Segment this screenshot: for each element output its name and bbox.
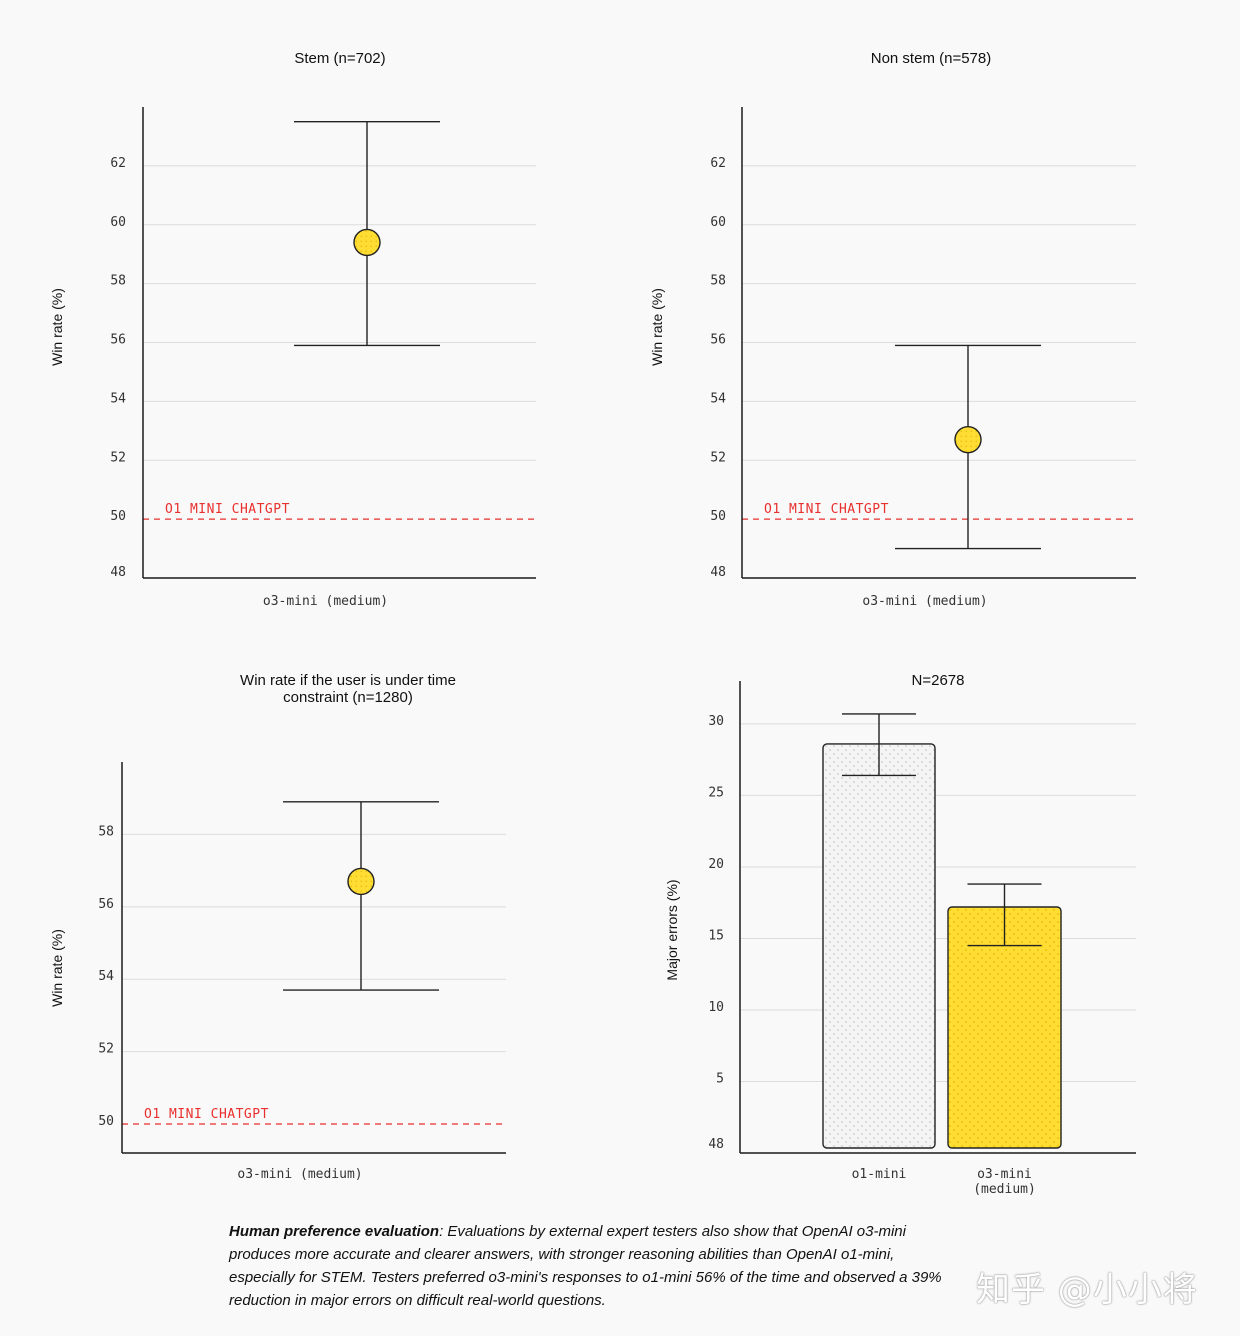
y-tick-label: 54	[710, 391, 726, 406]
charts-figure: Stem (n=702) Win rate (%) 48 50 52 54 56 58 60 62…	[49, 50, 1136, 1197]
y-axis-label: Win rate (%)	[49, 929, 65, 1007]
x-category-label: o3-mini (medium)	[263, 594, 388, 609]
chart-title: N=2678	[912, 672, 965, 689]
x-category-label: o3-mini (medium)	[862, 594, 987, 609]
major-errors-bar-chart: N=2678 Major errors (%) 48 5 10 15 20 25 30 o1-mi…	[664, 672, 1136, 1197]
y-tick-label: 30	[708, 714, 724, 729]
y-tick-label: 54	[110, 391, 126, 406]
y-tick-label: 54	[98, 969, 114, 984]
y-tick-label: 58	[98, 824, 114, 839]
x-category-label: o3-mini (medium)	[237, 1167, 362, 1182]
y-tick-label: 52	[110, 450, 126, 465]
y-axis-label: Win rate (%)	[49, 288, 65, 366]
y-tick-label: 48	[710, 565, 726, 580]
chart-title: Non stem (n=578)	[871, 50, 991, 67]
y-axis-label: Win rate (%)	[649, 288, 665, 366]
y-tick-label: 5	[716, 1071, 724, 1086]
time-constraint-win-rate-chart: Win rate if the user is under timeconstr…	[49, 672, 506, 1182]
y-tick-label: 60	[110, 215, 126, 230]
y-tick-label: 50	[98, 1114, 114, 1129]
baseline-label: O1 MINI CHATGPT	[165, 502, 290, 517]
zhihu-watermark: 知乎 @小小将	[976, 1270, 1198, 1310]
y-tick-label: 50	[110, 509, 126, 524]
chart-title-line: Win rate if the user is under time	[240, 672, 456, 689]
y-tick-label: 20	[708, 857, 724, 872]
y-tick-label: 48	[708, 1137, 724, 1152]
y-tick-label: 58	[710, 274, 726, 289]
y-tick-label: 52	[710, 450, 726, 465]
chart-title: Stem (n=702)	[294, 50, 385, 67]
y-tick-label: 56	[98, 897, 114, 912]
x-category-label: o1-mini	[852, 1167, 907, 1182]
y-tick-label: 25	[708, 785, 724, 800]
y-axis-label: Major errors (%)	[664, 879, 680, 980]
y-tick-label: 60	[710, 215, 726, 230]
y-tick-label: 58	[110, 274, 126, 289]
y-tick-label: 15	[708, 928, 724, 943]
y-tick-label: 62	[110, 156, 126, 171]
y-tick-label: 56	[110, 333, 126, 348]
figure-caption: Human preference evaluation: Evaluations…	[229, 1220, 959, 1312]
caption-text: : Evaluations by external expert testers…	[229, 1223, 942, 1309]
data-point	[954, 425, 982, 454]
stem-win-rate-chart: Stem (n=702) Win rate (%) 48 50 52 54 56 58 60 62…	[49, 50, 536, 609]
y-tick-label: 56	[710, 333, 726, 348]
data-point	[347, 867, 375, 896]
baseline-label: O1 MINI CHATGPT	[144, 1107, 269, 1122]
y-tick-label: 48	[110, 565, 126, 580]
caption-bold: Human preference evaluation	[229, 1223, 440, 1240]
y-tick-label: 50	[710, 509, 726, 524]
bar-o1-mini	[822, 743, 936, 1149]
non-stem-win-rate-chart: Non stem (n=578) Win rate (%) 48 50 52 54 56 58…	[649, 50, 1136, 609]
x-category-label: o3-mini	[977, 1167, 1032, 1182]
data-point	[353, 228, 381, 257]
chart-title-line: constraint (n=1280)	[283, 689, 413, 706]
baseline-label: O1 MINI CHATGPT	[764, 502, 889, 517]
x-category-label: (medium)	[973, 1182, 1036, 1197]
y-tick-label: 62	[710, 156, 726, 171]
y-tick-label: 52	[98, 1042, 114, 1057]
y-tick-label: 10	[708, 1000, 724, 1015]
